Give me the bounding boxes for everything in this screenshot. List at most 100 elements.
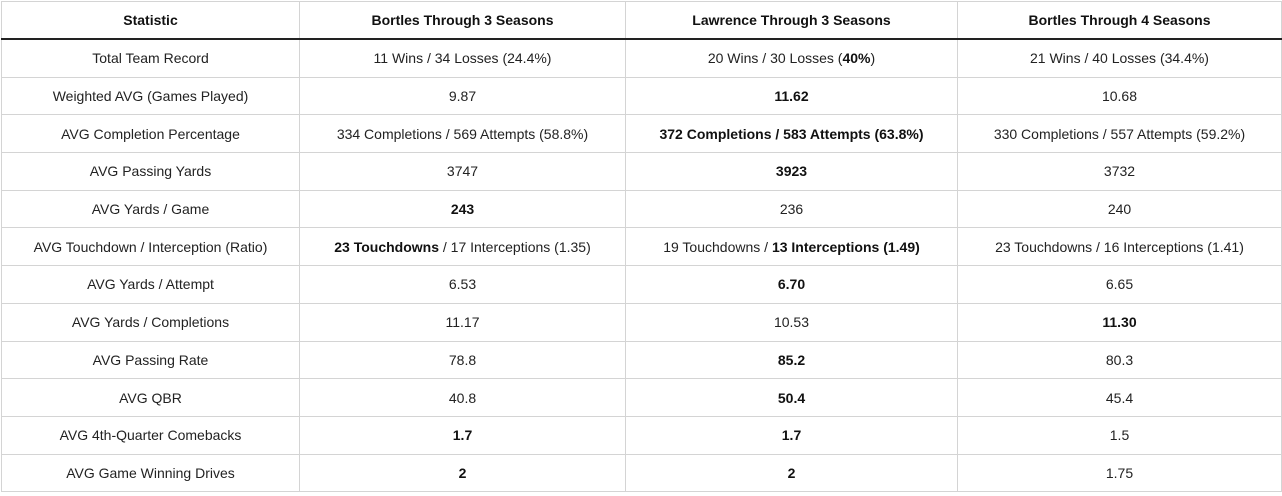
cell-text: 40.8	[448, 389, 477, 406]
cell-text: 9.87	[448, 88, 477, 105]
cell-text: 85.2	[777, 351, 806, 368]
cell-text: 23 Touchdowns / 16 Interceptions (1.41)	[995, 238, 1244, 255]
cell-bortles-3-seasons: 78.8	[299, 340, 626, 380]
cell-bortles-3-seasons: 9.87	[299, 76, 626, 116]
cell-text: 13 Interceptions (1.49)	[771, 238, 920, 255]
table-row: Total Team Record 11 Wins / 34 Losses (24…	[1, 38, 1282, 78]
cell-bortles-3-seasons: 23 Touchdowns / 17 Interceptions (1.35)	[299, 227, 626, 267]
cell-lawrence-3-seasons: 236	[625, 189, 958, 229]
cell-text: 6.65	[1105, 276, 1134, 293]
cell-text: 11 Wins / 34 Losses (24.4%)	[373, 50, 552, 67]
row-label: AVG QBR	[1, 378, 300, 417]
table-row: AVG Completion Percentage 334 Completions…	[1, 114, 1282, 154]
cell-bortles-4-seasons: 1.5	[957, 415, 1282, 455]
cell-text: / 17 Interceptions (1.35)	[438, 238, 591, 255]
row-label: Total Team Record	[1, 38, 300, 78]
cell-text: 334 Completions / 569 Attempts (58.8%)	[336, 125, 589, 142]
cell-text: 2	[787, 464, 796, 481]
cell-bortles-4-seasons: 10.68	[957, 76, 1282, 116]
table-row: AVG Yards / Attempt 6.53 6.70 6.65	[1, 265, 1282, 304]
cell-bortles-4-seasons: 330 Completions / 557 Attempts (59.2%)	[957, 114, 1282, 154]
row-label: Weighted AVG (Games Played)	[1, 76, 300, 116]
cell-text: 23 Touchdowns	[334, 238, 439, 255]
cell-text: 243	[450, 201, 475, 218]
cell-lawrence-3-seasons: 372 Completions / 583 Attempts (63.8%)	[625, 114, 958, 154]
row-label: AVG Yards / Game	[1, 189, 300, 229]
cell-bortles-3-seasons: 6.53	[299, 265, 626, 304]
table-body: Total Team Record 11 Wins / 34 Losses (24…	[1, 38, 1282, 493]
cell-text: 10.68	[1101, 88, 1138, 105]
table-row: AVG Passing Yards 3747 3923 3732	[1, 152, 1282, 191]
cell-bortles-3-seasons: 11 Wins / 34 Losses (24.4%)	[299, 38, 626, 78]
cell-text: 330 Completions / 557 Attempts (59.2%)	[993, 125, 1246, 142]
cell-text: 2	[458, 464, 467, 481]
cell-lawrence-3-seasons: 6.70	[625, 265, 958, 304]
cell-lawrence-3-seasons: 50.4	[625, 378, 958, 417]
cell-lawrence-3-seasons: 20 Wins / 30 Losses (40%)	[625, 38, 958, 78]
cell-text: 11.30	[1102, 314, 1137, 331]
table-row: AVG Yards / Completions 11.17 10.53 11.30	[1, 302, 1282, 342]
cell-bortles-4-seasons: 240	[957, 189, 1282, 229]
cell-bortles-4-seasons: 80.3	[957, 340, 1282, 380]
header-bortles-3-seasons: Bortles Through 3 Seasons	[299, 1, 626, 40]
cell-lawrence-3-seasons: 2	[625, 453, 958, 493]
cell-bortles-3-seasons: 3747	[299, 152, 626, 191]
row-label: AVG Yards / Completions	[1, 302, 300, 342]
cell-bortles-4-seasons: 3732	[957, 152, 1282, 191]
cell-lawrence-3-seasons: 19 Touchdowns / 13 Interceptions (1.49)	[625, 227, 958, 267]
cell-bortles-4-seasons: 1.75	[957, 453, 1282, 493]
row-label: AVG 4th-Quarter Comebacks	[1, 415, 300, 455]
table-row: AVG Game Winning Drives 2 2 1.75	[1, 453, 1282, 493]
table-row: AVG QBR 40.8 50.4 45.4	[1, 378, 1282, 417]
table-row: Weighted AVG (Games Played) 9.87 11.62 10.6…	[1, 76, 1282, 116]
cell-bortles-4-seasons: 23 Touchdowns / 16 Interceptions (1.41)	[957, 227, 1282, 267]
row-label: AVG Completion Percentage	[1, 114, 300, 154]
cell-lawrence-3-seasons: 10.53	[625, 302, 958, 342]
table-row: AVG Yards / Game 243 236 240	[1, 189, 1282, 229]
header-lawrence-3-seasons: Lawrence Through 3 Seasons	[625, 1, 958, 40]
cell-text: 78.8	[448, 351, 477, 368]
cell-text: 240	[1107, 201, 1132, 218]
table-row: AVG Passing Rate 78.8 85.2 80.3	[1, 340, 1282, 380]
row-label: AVG Passing Rate	[1, 340, 300, 380]
cell-bortles-3-seasons: 334 Completions / 569 Attempts (58.8%)	[299, 114, 626, 154]
header-statistic: Statistic	[1, 1, 300, 40]
cell-text: 3923	[775, 163, 808, 180]
cell-text: 1.7	[452, 427, 473, 444]
cell-text: 1.5	[1109, 427, 1130, 444]
cell-text: 11.17	[445, 314, 480, 331]
cell-text: 372 Completions / 583 Attempts (63.8%)	[659, 125, 924, 142]
cell-text: 19 Touchdowns /	[663, 238, 772, 255]
cell-bortles-3-seasons: 1.7	[299, 415, 626, 455]
cell-text: 21 Wins / 40 Losses (34.4%)	[1030, 50, 1209, 67]
cell-text: 10.53	[773, 314, 810, 331]
cell-text: 236	[779, 201, 804, 218]
cell-text: 6.70	[777, 276, 806, 293]
table-row: AVG Touchdown / Interception (Ratio) 23 T…	[1, 227, 1282, 267]
cell-text: 1.75	[1105, 464, 1134, 481]
cell-text: 3747	[446, 163, 479, 180]
row-label: AVG Passing Yards	[1, 152, 300, 191]
header-bortles-4-seasons: Bortles Through 4 Seasons	[957, 1, 1282, 40]
row-label: AVG Yards / Attempt	[1, 265, 300, 304]
cell-bortles-4-seasons: 45.4	[957, 378, 1282, 417]
cell-bortles-3-seasons: 243	[299, 189, 626, 229]
cell-bortles-3-seasons: 2	[299, 453, 626, 493]
cell-bortles-3-seasons: 11.17	[299, 302, 626, 342]
cell-text: 40%	[842, 50, 871, 67]
cell-text: 6.53	[448, 276, 477, 293]
table-row: AVG 4th-Quarter Comebacks 1.7 1.7 1.5	[1, 415, 1282, 455]
cell-text: 45.4	[1105, 389, 1134, 406]
cell-bortles-4-seasons: 11.30	[957, 302, 1282, 342]
cell-text: )	[870, 50, 876, 67]
cell-lawrence-3-seasons: 85.2	[625, 340, 958, 380]
table-header-row: Statistic Bortles Through 3 Seasons Lawr…	[1, 1, 1282, 40]
cell-text: 3732	[1103, 163, 1136, 180]
cell-text: 50.4	[777, 389, 806, 406]
cell-text: 1.7	[781, 427, 802, 444]
cell-bortles-4-seasons: 6.65	[957, 265, 1282, 304]
cell-text: 20 Wins / 30 Losses (	[707, 50, 843, 67]
cell-bortles-4-seasons: 21 Wins / 40 Losses (34.4%)	[957, 38, 1282, 78]
cell-bortles-3-seasons: 40.8	[299, 378, 626, 417]
